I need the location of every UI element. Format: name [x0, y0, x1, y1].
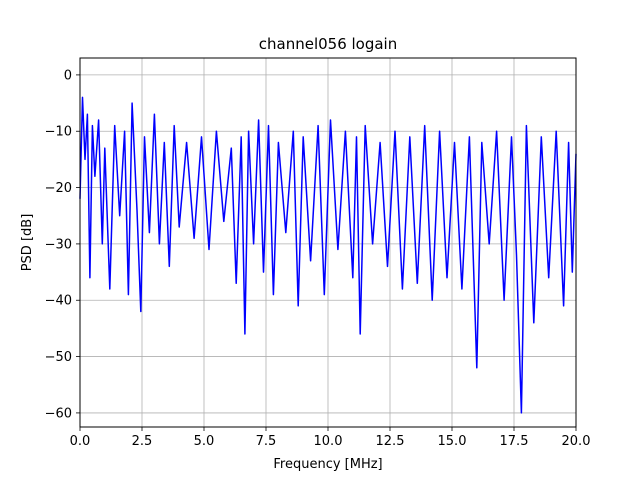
- x-tick-label: 0.0: [70, 434, 91, 449]
- y-tick-label: 0: [64, 68, 72, 83]
- x-tick-label: 5.0: [194, 434, 215, 449]
- y-axis-label: PSD [dB]: [20, 214, 35, 272]
- y-tick-label: −50: [45, 350, 72, 365]
- y-tick-label: −60: [45, 406, 72, 421]
- psd-series-line: [79, 96, 577, 414]
- x-tick-label: 15.0: [438, 434, 467, 449]
- x-axis-label: Frequency [MHz]: [273, 457, 382, 472]
- y-tick-label: −10: [45, 125, 72, 140]
- x-tick-label: 12.5: [376, 434, 405, 449]
- x-tick-label: 10.0: [314, 434, 343, 449]
- x-tick-label: 2.5: [132, 434, 153, 449]
- x-axis-ticks: 0.0 2.5 5.0 7.5 10.0 12.5 15.0 17.5 20.0: [70, 427, 591, 449]
- y-axis-ticks: 0 −10 −20 −30 −40 −50 −60: [45, 68, 80, 421]
- x-tick-label: 17.5: [500, 434, 529, 449]
- chart-title: channel056 logain: [259, 35, 398, 53]
- y-tick-label: −20: [45, 181, 72, 196]
- x-tick-label: 20.0: [562, 434, 591, 449]
- y-tick-label: −40: [45, 294, 72, 309]
- x-tick-label: 7.5: [256, 434, 277, 449]
- y-tick-label: −30: [45, 237, 72, 252]
